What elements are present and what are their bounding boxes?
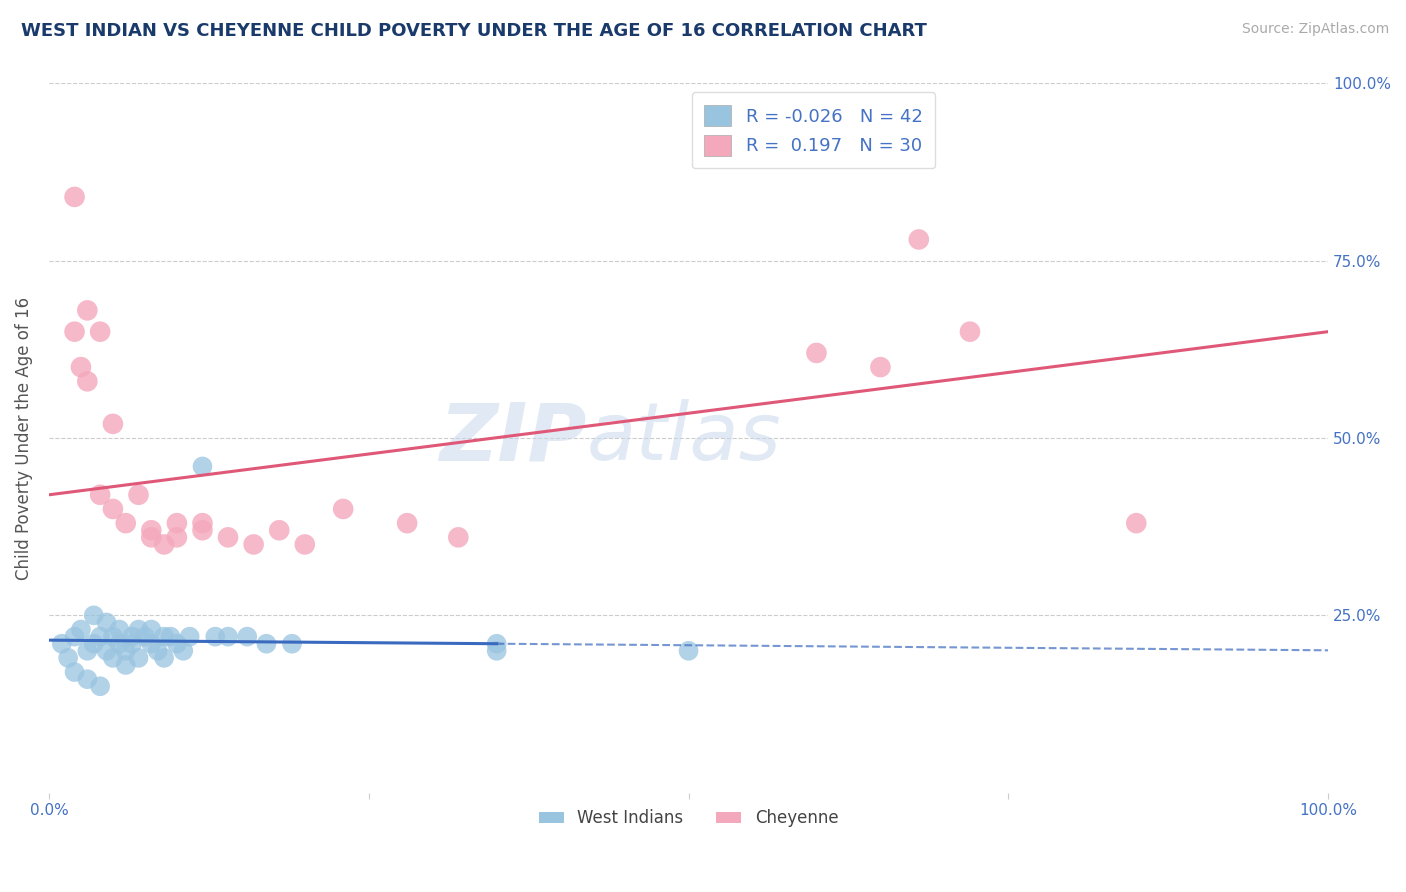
- Point: [128, 651, 150, 665]
- Point: [63, 190, 86, 204]
- Point: [89, 679, 111, 693]
- Point: [217, 530, 239, 544]
- Point: [76, 672, 98, 686]
- Point: [134, 630, 156, 644]
- Point: [959, 325, 981, 339]
- Point: [269, 523, 291, 537]
- Point: [89, 325, 111, 339]
- Point: [63, 665, 86, 679]
- Point: [63, 630, 86, 644]
- Point: [485, 637, 508, 651]
- Point: [869, 360, 891, 375]
- Point: [76, 303, 98, 318]
- Point: [204, 630, 226, 644]
- Point: [153, 630, 176, 644]
- Point: [70, 360, 93, 375]
- Point: [101, 630, 124, 644]
- Point: [191, 516, 214, 530]
- Point: [83, 608, 105, 623]
- Point: [76, 644, 98, 658]
- Point: [141, 637, 163, 651]
- Point: [281, 637, 304, 651]
- Point: [114, 644, 136, 658]
- Point: [166, 530, 188, 544]
- Point: [153, 651, 176, 665]
- Point: [101, 417, 124, 431]
- Point: [89, 630, 111, 644]
- Point: [101, 651, 124, 665]
- Point: [114, 658, 136, 673]
- Point: [396, 516, 419, 530]
- Point: [141, 530, 163, 544]
- Point: [83, 637, 105, 651]
- Point: [179, 630, 201, 644]
- Point: [63, 325, 86, 339]
- Text: WEST INDIAN VS CHEYENNE CHILD POVERTY UNDER THE AGE OF 16 CORRELATION CHART: WEST INDIAN VS CHEYENNE CHILD POVERTY UN…: [21, 22, 927, 40]
- Point: [153, 537, 176, 551]
- Point: [485, 644, 508, 658]
- Point: [907, 232, 929, 246]
- Point: [141, 623, 163, 637]
- Point: [236, 630, 259, 644]
- Text: ZIP: ZIP: [439, 399, 586, 477]
- Point: [128, 488, 150, 502]
- Point: [332, 502, 354, 516]
- Point: [678, 644, 700, 658]
- Point: [254, 637, 277, 651]
- Point: [146, 644, 169, 658]
- Point: [121, 630, 143, 644]
- Point: [172, 644, 194, 658]
- Point: [447, 530, 470, 544]
- Point: [96, 615, 118, 630]
- Point: [191, 459, 214, 474]
- Point: [51, 637, 73, 651]
- Point: [70, 623, 93, 637]
- Point: [108, 623, 131, 637]
- Point: [89, 488, 111, 502]
- Point: [141, 523, 163, 537]
- Point: [294, 537, 316, 551]
- Point: [114, 516, 136, 530]
- Point: [242, 537, 264, 551]
- Point: [159, 630, 181, 644]
- Y-axis label: Child Poverty Under the Age of 16: Child Poverty Under the Age of 16: [15, 296, 32, 580]
- Point: [108, 637, 131, 651]
- Point: [101, 502, 124, 516]
- Point: [56, 651, 79, 665]
- Point: [76, 374, 98, 388]
- Point: [96, 644, 118, 658]
- Text: Source: ZipAtlas.com: Source: ZipAtlas.com: [1241, 22, 1389, 37]
- Point: [191, 523, 214, 537]
- Text: atlas: atlas: [586, 399, 780, 477]
- Point: [806, 346, 828, 360]
- Point: [128, 623, 150, 637]
- Legend: West Indians, Cheyenne: West Indians, Cheyenne: [531, 803, 845, 834]
- Point: [217, 630, 239, 644]
- Point: [121, 637, 143, 651]
- Point: [166, 516, 188, 530]
- Point: [166, 637, 188, 651]
- Point: [1125, 516, 1147, 530]
